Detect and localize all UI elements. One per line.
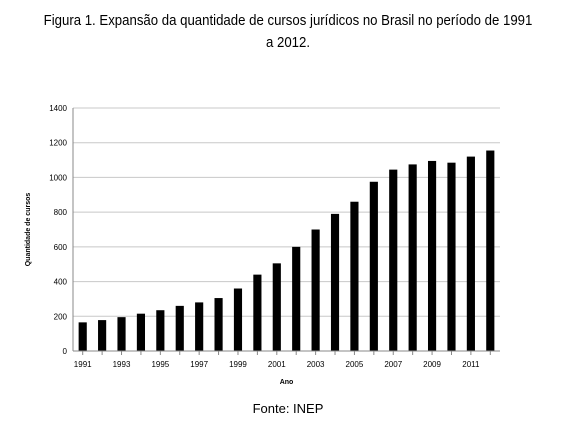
y-axis-label: Quantidade de cursos: [25, 193, 32, 267]
bar-1995: [156, 310, 165, 351]
bar-2006: [369, 181, 378, 351]
bar-2009: [427, 160, 437, 351]
bar-1997: [195, 302, 204, 351]
x-tick-label: 1993: [113, 360, 131, 369]
bar-2007: [389, 169, 398, 351]
x-tick-label: 1997: [190, 360, 208, 369]
bar-2005: [350, 201, 359, 351]
bar-1996: [175, 305, 184, 351]
y-tick-label: 0: [63, 347, 68, 356]
source-note: Fonte: INEP: [252, 401, 324, 416]
y-tick-label: 600: [54, 243, 68, 252]
x-tick-label: 2003: [307, 360, 325, 369]
x-tick-label: 1991: [74, 360, 92, 369]
bar-2012: [486, 150, 495, 351]
x-tick-labels: 1991 1993 1995 1997 1999 2001 2003 2005 2007 2009…: [74, 360, 480, 369]
bar-2000: [253, 274, 262, 351]
bar-2011: [466, 156, 475, 351]
y-tick-labels: 0 200 400 600 800 1000 1200 1400: [49, 104, 67, 356]
bar-2010: [447, 162, 456, 351]
y-tick-label: 400: [54, 278, 68, 287]
bar-1993: [117, 317, 126, 351]
y-tick-label: 1200: [49, 139, 67, 148]
y-tick-label: 1400: [49, 104, 67, 113]
x-axis-label: Ano: [280, 379, 294, 386]
x-tick-label: 2007: [384, 360, 402, 369]
caption-line-1: Figura 1. Expansão da quantidade de curs…: [43, 12, 533, 29]
x-tick-label: 2005: [346, 360, 364, 369]
bar-1991: [78, 322, 87, 351]
bar-2003: [311, 229, 320, 351]
x-tick-label: 1999: [229, 360, 247, 369]
bar-1994: [136, 313, 146, 351]
bar-2008: [408, 164, 417, 351]
y-tick-label: 200: [54, 312, 68, 321]
y-tick-label: 800: [54, 208, 68, 217]
y-tick-label: 1000: [49, 173, 67, 182]
bar-2002: [292, 246, 301, 351]
axes: [72, 108, 500, 355]
bar-2004: [330, 213, 340, 351]
bar-1998: [214, 298, 223, 351]
bar-1999: [233, 288, 243, 351]
bars: [78, 150, 495, 351]
figure-caption: Figura 1. Expansão da quantidade de curs…: [35, 10, 542, 54]
x-tick-label: 2009: [423, 360, 441, 369]
caption-line-2: a 2012.: [265, 34, 311, 51]
bar-2001: [272, 263, 281, 351]
x-tick-label: 2001: [268, 360, 286, 369]
x-tick-label: 1995: [151, 360, 169, 369]
x-tick-label: 2011: [462, 360, 480, 369]
bar-1992: [98, 320, 107, 351]
